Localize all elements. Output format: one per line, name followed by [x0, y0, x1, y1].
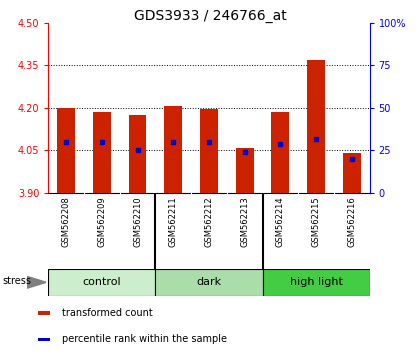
Text: percentile rank within the sample: percentile rank within the sample	[62, 335, 226, 344]
Bar	[343, 153, 361, 193]
Bar	[57, 108, 75, 193]
Text: GSM562211: GSM562211	[169, 197, 178, 247]
Bar	[37, 312, 50, 315]
Text: GSM562216: GSM562216	[347, 197, 356, 247]
Bar	[307, 61, 325, 193]
Text: GSM562210: GSM562210	[133, 197, 142, 247]
Bar	[262, 269, 370, 296]
Text: stress: stress	[2, 275, 31, 286]
Text: control: control	[83, 277, 121, 287]
Text: transformed count: transformed count	[62, 308, 152, 318]
Bar	[48, 269, 155, 296]
Text: GSM562213: GSM562213	[240, 197, 249, 247]
Bar	[271, 112, 289, 193]
Bar	[200, 109, 218, 193]
Bar	[37, 338, 50, 341]
Polygon shape	[27, 276, 46, 288]
Bar	[129, 115, 147, 193]
Text: high light: high light	[290, 277, 342, 287]
Bar	[164, 106, 182, 193]
Text: GSM562208: GSM562208	[62, 197, 71, 247]
Bar	[155, 269, 262, 296]
Text: GDS3933 / 246766_at: GDS3933 / 246766_at	[134, 9, 286, 23]
Text: GSM562212: GSM562212	[205, 197, 213, 247]
Text: GSM562215: GSM562215	[312, 197, 320, 247]
Text: GSM562214: GSM562214	[276, 197, 285, 247]
Bar	[236, 148, 254, 193]
Text: dark: dark	[197, 277, 221, 287]
Bar	[93, 112, 111, 193]
Text: GSM562209: GSM562209	[97, 197, 106, 247]
